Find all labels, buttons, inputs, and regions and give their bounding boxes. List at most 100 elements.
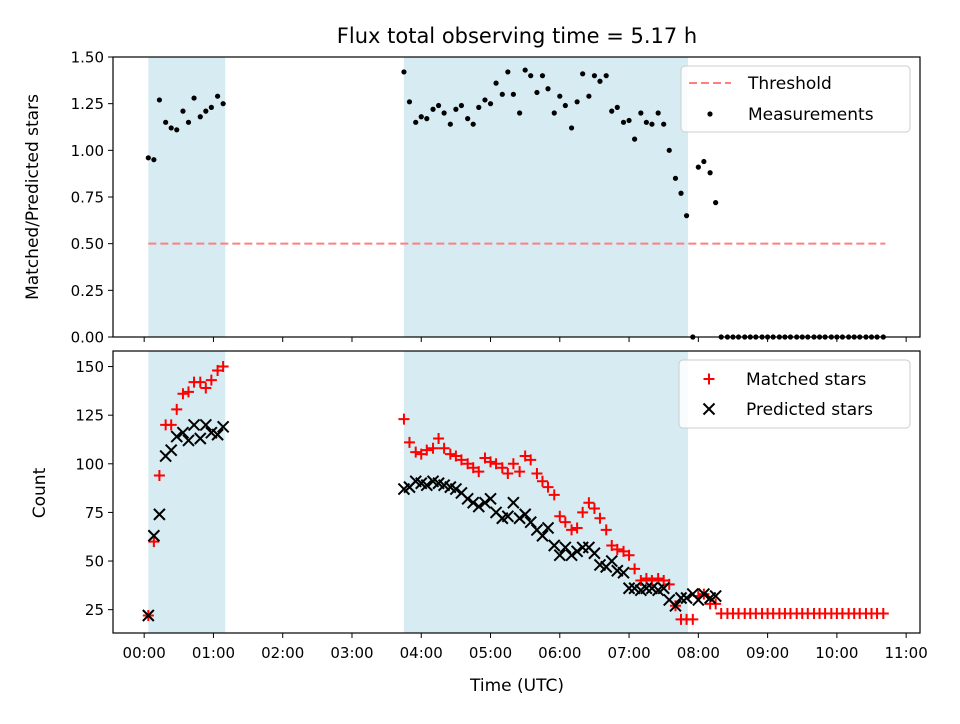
matched-star-marker <box>490 458 502 470</box>
matched-star-marker <box>200 382 212 394</box>
matched-star-marker <box>594 512 606 524</box>
y-tick-label: 0.75 <box>71 189 104 207</box>
predicted-star-marker <box>622 582 636 595</box>
measurement-point <box>430 106 436 112</box>
axes-frame-0: 0.00 0.25 0.50 0.75 1.00 1.25 1.50 <box>71 49 921 347</box>
predicted-star-marker <box>536 529 549 542</box>
matched-star-marker <box>398 413 410 425</box>
predicted-star-marker <box>559 541 572 554</box>
matched-star-marker <box>588 503 600 515</box>
matched-star-marker <box>600 524 612 536</box>
matched-star-marker <box>410 446 422 458</box>
predicted-star-marker <box>472 500 485 513</box>
measurement-point <box>441 110 447 116</box>
y-tick-label: 0.25 <box>71 282 104 300</box>
measurement-point <box>151 157 157 163</box>
matched-star-marker <box>415 448 427 460</box>
matched-star-marker <box>421 444 433 456</box>
matched-star-marker <box>554 510 566 522</box>
matched-star-marker <box>559 516 571 528</box>
predicted-star-marker <box>709 589 722 603</box>
matched-star-marker <box>438 442 450 454</box>
matched-star-marker <box>629 563 641 575</box>
x-tick-label: 02:00 <box>261 644 304 662</box>
measurement-point <box>574 99 580 105</box>
legend-top: Threshold Measurements <box>680 65 911 133</box>
matched-star-marker <box>507 458 519 470</box>
matched-star-marker <box>450 450 462 462</box>
predicted-star-marker <box>570 545 584 558</box>
measurement-point <box>156 97 163 103</box>
plot-frame <box>112 350 921 634</box>
y-tick-label: 100 <box>75 455 104 473</box>
predicted-star-marker <box>507 496 520 509</box>
measurement-point <box>499 91 505 97</box>
observing-window-1-1 <box>403 351 688 633</box>
matched-star-marker <box>623 549 635 561</box>
measurement-point <box>453 106 459 112</box>
measurement-point <box>597 78 603 84</box>
y-tick-label: 150 <box>75 358 104 376</box>
x-tick-label: 08:00 <box>677 644 720 662</box>
measurement-points <box>145 67 886 340</box>
y-tick-label: 1.25 <box>71 95 104 113</box>
x-tick-label: 05:00 <box>469 644 512 662</box>
x-tick-label: 10:00 <box>815 644 858 662</box>
matched-star-marker <box>427 442 439 454</box>
measurement-point <box>614 104 620 110</box>
measurement-point <box>528 73 534 79</box>
predicted-star-marker <box>680 591 693 605</box>
legend-box <box>680 65 911 133</box>
measurement-point <box>180 108 186 114</box>
y-tick-label: 0.50 <box>71 235 104 253</box>
measurement-point <box>661 121 667 127</box>
matched-star-marker <box>455 454 467 466</box>
predicted-star-marker <box>674 591 688 605</box>
measurement-point <box>517 110 523 116</box>
predicted-star-marker <box>466 496 480 509</box>
x-tick-label: 04:00 <box>400 644 443 662</box>
matched-star-marker <box>433 433 445 445</box>
observing-window-0-1 <box>403 57 688 337</box>
measurement-point <box>214 93 221 99</box>
predicted-star-marker <box>501 510 515 523</box>
matched-star-marker <box>177 388 189 400</box>
measurement-point <box>539 73 546 79</box>
measurement-point <box>191 95 197 101</box>
predicted-star-marker <box>702 402 716 416</box>
measurement-point <box>701 158 707 165</box>
y-tick-label: 125 <box>75 407 104 425</box>
measurement-point <box>413 119 419 125</box>
matched-star-marker <box>502 468 514 480</box>
measurement-point <box>643 119 649 125</box>
predicted-star-marker <box>588 547 601 560</box>
matched-star-marker <box>205 374 217 386</box>
matched-star-marker <box>194 376 206 388</box>
y-tick-label: 25 <box>85 601 104 619</box>
x-tick-label: 00:00 <box>123 644 166 662</box>
measurement-point <box>424 116 430 122</box>
matched-star-marker <box>403 436 415 448</box>
measurement-point <box>580 71 586 77</box>
matched-star-marker <box>485 456 497 468</box>
measurement-point <box>534 89 540 96</box>
measurement-point <box>672 175 679 181</box>
y-tick-label: 75 <box>85 504 104 522</box>
x-tick-label: 11:00 <box>885 644 928 662</box>
predicted-star-marker <box>194 432 207 445</box>
matched-star-marker <box>583 497 595 509</box>
chart-title: Flux total observing time = 5.17 h <box>337 24 697 48</box>
measurement-point <box>626 117 632 124</box>
matched-star-marker <box>606 539 618 551</box>
measurement-point <box>465 116 471 122</box>
measurement-point <box>208 104 214 110</box>
measurement-point <box>603 73 609 79</box>
x-tick-label: 03:00 <box>330 644 373 662</box>
matched-star-marker <box>577 506 589 518</box>
predicted-star-marker <box>518 508 532 521</box>
predicted-star-marker <box>605 554 618 568</box>
matched-star-marker <box>525 454 537 466</box>
measurement-point <box>632 136 638 142</box>
x-tick-label: 01:00 <box>192 644 235 662</box>
measurement-point <box>649 121 655 127</box>
